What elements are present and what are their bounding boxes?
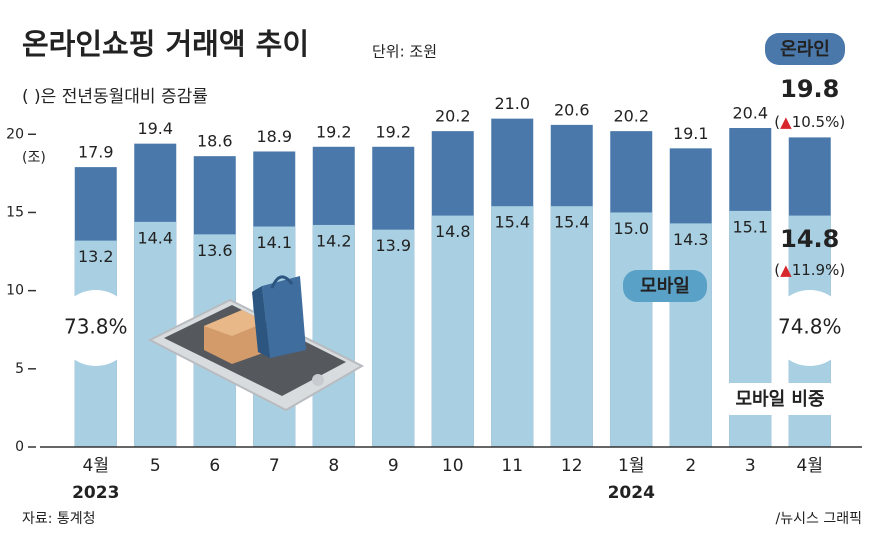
mobile-label: 13.2 [78,247,114,266]
total-label: 18.9 [256,127,292,146]
mobile-label: 15.0 [613,219,649,238]
x-tick-label: 7 [269,456,280,476]
source: 자료: 통계청 [22,511,96,527]
y-tick-label: 0 [15,439,24,455]
total-label: 18.6 [197,132,233,151]
mobile-growth: (▲11.9%) [774,261,845,279]
x-tick-label: 1월 [618,456,644,476]
mobile-label: 14.8 [780,225,839,253]
x-tick-label: 10 [442,456,464,476]
mobile-label: 13.6 [197,241,233,260]
mobile-label: 15.1 [732,217,768,236]
total-label: 20.2 [613,107,649,126]
x-tick-label: 11 [501,456,523,476]
mobile-label: 15.4 [554,213,590,232]
x-tick-label: 5 [150,456,161,476]
mobile-bar [551,206,593,447]
credit: /뉴시스 그래픽 [776,511,862,527]
y-tick-label: 5 [15,361,24,377]
total-label: 19.8 [780,75,839,103]
mobile-label: 13.9 [375,236,411,255]
x-tick-label: 6 [209,456,220,476]
x-tick-label: 3 [745,456,756,476]
mobile-bar [432,216,474,447]
total-label: 19.1 [673,124,709,143]
year-label: 2023 [72,483,119,503]
total-label: 19.4 [137,119,173,138]
share-label: 74.8% [778,315,842,339]
mobile-label: 14.2 [316,231,352,250]
legend-total: 온라인 [780,39,830,60]
x-tick-label: 2 [685,456,696,476]
mobile-label: 14.1 [256,233,292,252]
y-tick-label: 15 [6,204,24,220]
total-label: 20.6 [554,100,590,119]
legend-mobile: 모바일 [640,276,690,297]
y-tick-label: 20 [6,126,24,142]
x-tick-label: 4월 [83,456,109,476]
y-tick-label: 10 [6,283,24,299]
y-axis-label: (조) [22,150,46,166]
subtitle: ( )은 전년동월대비 증감률 [22,87,208,107]
x-tick-label: 9 [388,456,399,476]
total-label: 19.2 [316,122,352,141]
mobile-bar [491,206,533,447]
mobile-label: 15.4 [494,213,530,232]
share-label: 73.8% [64,315,128,339]
year-label: 2024 [608,483,655,503]
mobile-label: 14.4 [137,228,173,247]
mobile-label: 14.8 [435,222,471,241]
total-label: 17.9 [78,143,114,162]
mobile-bar [610,212,652,447]
total-label: 20.4 [732,104,768,123]
mobile-bar [670,223,712,447]
x-tick-label: 4월 [797,456,823,476]
total-label: 20.2 [435,107,471,126]
total-label: 21.0 [494,94,530,113]
mobile-bar [313,225,355,447]
legend-share: 모바일 비중 [735,389,824,410]
total-label: 19.2 [375,122,411,141]
chart: 온라인쇼핑 거래액 추이 단위: 조원 ( )은 전년동월대비 증감률 (조) … [0,0,869,537]
total-growth: (▲10.5%) [774,113,845,131]
mobile-label: 14.3 [673,230,709,249]
chart-title: 온라인쇼핑 거래액 추이 [22,27,309,61]
unit: 단위: 조원 [372,43,437,61]
x-tick-label: 12 [561,456,583,476]
x-tick-label: 8 [328,456,339,476]
mobile-bar [372,230,414,447]
